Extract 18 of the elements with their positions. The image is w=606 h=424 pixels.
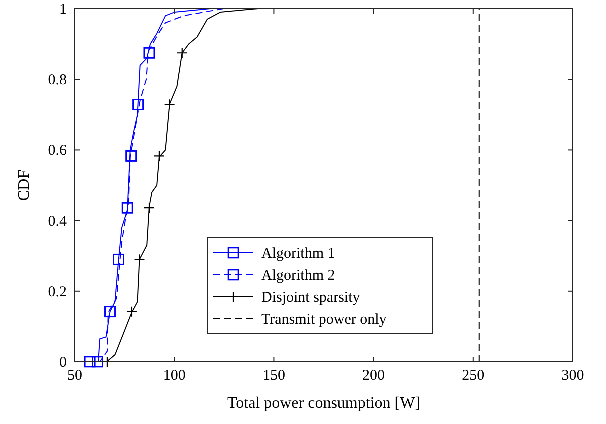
- y-tick-label: 0.4: [48, 214, 68, 230]
- x-tick-label: 100: [163, 368, 186, 384]
- y-tick-label: 0.6: [48, 143, 68, 160]
- x-tick-label: 50: [68, 368, 82, 384]
- legend-label: Algorithm 1: [262, 246, 336, 262]
- y-tick-label: 0.8: [48, 72, 67, 89]
- x-tick-label: 200: [362, 368, 386, 384]
- x-tick-label: 250: [462, 368, 485, 384]
- y-tick-label: 1: [60, 2, 67, 18]
- y-tick-label: 0: [60, 355, 67, 371]
- legend-label: Transmit power only: [262, 312, 388, 328]
- legend-label: Algorithm 2: [262, 268, 336, 284]
- x-tick-label: 150: [262, 368, 286, 384]
- x-tick-label: 300: [562, 368, 584, 384]
- y-tick-label: 0.2: [48, 284, 67, 300]
- x-axis-title: Total power consumption [W]: [227, 395, 421, 412]
- legend-label: Disjoint sparsity: [262, 290, 361, 306]
- y-axis-title: CDF: [16, 170, 33, 202]
